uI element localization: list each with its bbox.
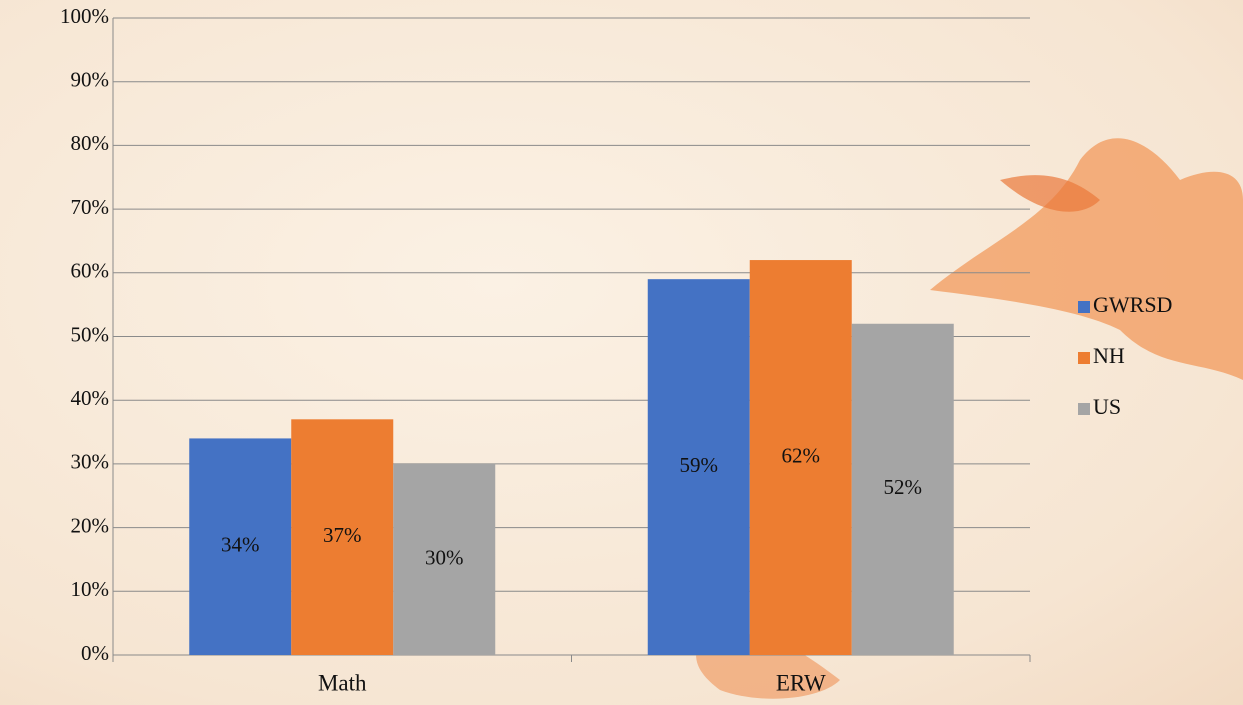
y-tick-label: 30% [71, 450, 110, 474]
data-label: 30% [425, 545, 464, 569]
data-label: 52% [884, 475, 923, 499]
legend-swatch [1078, 403, 1090, 415]
data-label: 34% [221, 533, 260, 557]
y-tick-label: 40% [71, 386, 110, 410]
data-label: 59% [680, 453, 719, 477]
y-tick-label: 80% [71, 131, 110, 155]
y-tick-label: 50% [71, 322, 110, 346]
bar [291, 419, 394, 655]
bar [851, 323, 954, 655]
bar [393, 463, 496, 655]
data-label: 62% [782, 443, 821, 467]
y-tick-label: 20% [71, 513, 110, 537]
y-tick-label: 100% [60, 4, 109, 28]
x-tick-label: ERW [776, 670, 826, 695]
x-tick-label: Math [318, 670, 367, 695]
leaf-decoration [930, 138, 1243, 380]
legend-swatch [1078, 352, 1090, 364]
bar [749, 260, 852, 655]
y-tick-label: 70% [71, 195, 110, 219]
y-tick-label: 0% [81, 641, 109, 665]
leaf-decoration [1000, 175, 1100, 212]
y-tick-label: 60% [71, 259, 110, 283]
bar [189, 438, 292, 655]
legend-label: GWRSD [1093, 292, 1172, 317]
legend-swatch [1078, 301, 1090, 313]
bar [647, 279, 750, 655]
legend-label: NH [1093, 343, 1125, 368]
y-tick-label: 10% [71, 577, 110, 601]
data-label: 37% [323, 523, 362, 547]
legend-label: US [1093, 394, 1121, 419]
y-tick-label: 90% [71, 68, 110, 92]
